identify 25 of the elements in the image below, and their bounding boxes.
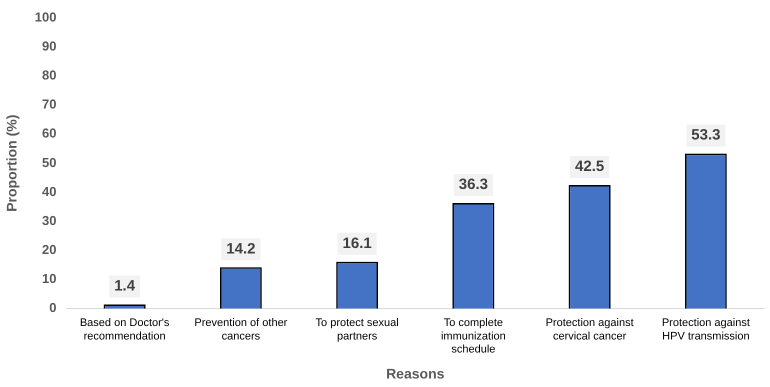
x-tick-label: Prevention of other cancers — [194, 317, 288, 342]
data-label: 14.2 — [226, 240, 256, 258]
data-label: 36.3 — [458, 176, 488, 194]
y-tick-label: 60 — [42, 126, 56, 141]
y-tick-label: 20 — [42, 242, 56, 258]
x-tick-label: To protect sexual partners — [316, 317, 399, 342]
x-tick-label: Based on Doctor's recommendation — [80, 317, 170, 342]
y-axis-title: Proportion (%) — [3, 114, 20, 212]
y-tick-label: 50 — [42, 154, 56, 170]
x-tick-label: Protection against HPV transmission — [662, 317, 750, 342]
x-tick-label: Protection against cervical cancer — [546, 317, 634, 342]
x-axis-title: Reasons — [386, 365, 445, 382]
data-label: 42.5 — [575, 158, 604, 176]
y-tick-label: 80 — [42, 68, 56, 83]
y-tick-label: 90 — [42, 38, 56, 54]
x-tick-label: To complete immunization schedule — [440, 317, 506, 356]
data-label: 53.3 — [691, 126, 720, 144]
data-label: 1.4 — [114, 278, 136, 295]
y-tick-label: 30 — [42, 212, 56, 228]
y-tick-label: 100 — [34, 9, 56, 24]
y-tick-label: 0 — [49, 300, 56, 316]
y-tick-label: 70 — [42, 96, 56, 112]
y-tick-label: 40 — [42, 184, 56, 199]
y-tick-label: 10 — [42, 271, 56, 286]
data-label: 16.1 — [342, 234, 372, 252]
